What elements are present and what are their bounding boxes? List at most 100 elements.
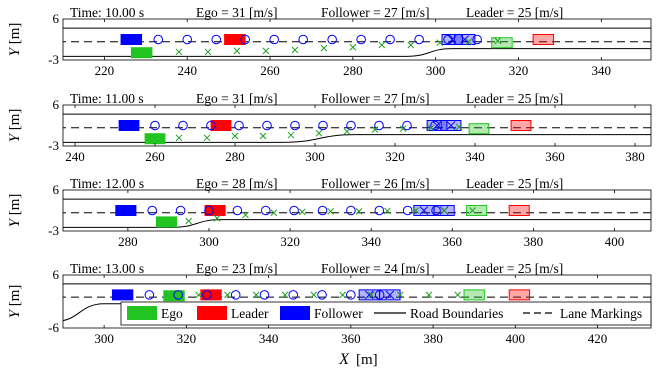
y-tick-label: -3 bbox=[48, 138, 59, 153]
legend-label-ego: Ego bbox=[161, 306, 183, 321]
follower-prediction-point bbox=[230, 290, 241, 300]
time-label: Time: 12.00 s bbox=[70, 176, 144, 191]
ego-prediction-point bbox=[298, 208, 306, 216]
ego-prediction-point bbox=[259, 132, 267, 140]
ego-prediction-point bbox=[204, 48, 212, 56]
x-tick-label: 280 bbox=[225, 149, 245, 164]
follower-prediction-point bbox=[346, 120, 356, 131]
ego-future-car bbox=[491, 37, 513, 49]
follower-prediction-point bbox=[269, 34, 279, 45]
follower-prediction-point bbox=[173, 290, 183, 300]
follower-car bbox=[120, 34, 143, 45]
ego-car bbox=[155, 216, 177, 228]
legend-label-leader: Leader bbox=[231, 306, 269, 321]
follower-future-cross bbox=[432, 121, 442, 130]
y-tick-label: 6 bbox=[53, 267, 60, 282]
x-tick-label: 340 bbox=[465, 149, 485, 164]
leader-speed-label: Leader = 25 [m/s] bbox=[466, 5, 563, 20]
ego-prediction-point bbox=[355, 208, 363, 215]
follower-prediction-point bbox=[472, 34, 482, 45]
follower-prediction-point bbox=[288, 290, 299, 300]
follower-prediction-point bbox=[234, 120, 244, 131]
plot-area bbox=[63, 198, 651, 228]
y-tick-label: 6 bbox=[53, 182, 60, 197]
follower-speed-label: Follower = 27 [m/s] bbox=[321, 5, 429, 20]
follower-prediction-point bbox=[356, 34, 366, 45]
x-axis-unit: [m] bbox=[356, 352, 378, 368]
leader-car bbox=[224, 34, 246, 45]
legend-label-road: Road Boundaries bbox=[410, 306, 503, 321]
ego-prediction-point bbox=[213, 214, 221, 222]
ego-prediction-point bbox=[175, 48, 183, 56]
leader-car bbox=[204, 205, 226, 216]
ego-prediction-point bbox=[412, 207, 420, 214]
follower-prediction-point bbox=[346, 205, 356, 216]
ego-prediction-point bbox=[399, 125, 407, 133]
follower-prediction-point bbox=[430, 120, 440, 131]
ego-prediction-point bbox=[469, 207, 476, 214]
plot-area bbox=[63, 113, 651, 145]
ego-prediction-point bbox=[224, 291, 231, 299]
ego-prediction-point bbox=[252, 291, 260, 299]
ego-prediction-point bbox=[185, 217, 193, 225]
follower-speed-label: Follower = 26 [m/s] bbox=[321, 176, 429, 191]
follower-future-cross bbox=[446, 121, 456, 130]
follower-prediction-point bbox=[414, 34, 424, 45]
follower-prediction-point bbox=[290, 120, 300, 131]
ego-car bbox=[144, 133, 166, 145]
follower-future-cross bbox=[385, 290, 395, 300]
follower-prediction-point bbox=[175, 205, 186, 216]
x-tick-label: 280 bbox=[118, 234, 138, 249]
ego-future-car bbox=[468, 123, 490, 135]
plot-area bbox=[63, 283, 651, 322]
follower-prediction-point bbox=[262, 120, 272, 131]
legend-swatch-leader bbox=[197, 306, 227, 320]
ego-prediction-point bbox=[270, 209, 278, 217]
x-tick-label: 380 bbox=[625, 149, 645, 164]
follower-prediction-point bbox=[206, 120, 216, 131]
ego-prediction-point bbox=[427, 124, 435, 132]
x-tick-label: 320 bbox=[177, 331, 197, 346]
x-tick-label: 380 bbox=[524, 234, 544, 249]
ego-prediction-point bbox=[425, 291, 433, 299]
x-tick-label: 360 bbox=[545, 149, 565, 164]
follower-speed-label: Follower = 27 [m/s] bbox=[321, 91, 429, 106]
follower-car bbox=[115, 205, 137, 216]
ego-prediction-point bbox=[343, 128, 351, 135]
panels: 220 240 260 280 300 320 340 6 -3 Y [m] Time: 10.00… bbox=[7, 5, 652, 346]
x-tick-label: 300 bbox=[305, 149, 325, 164]
follower-prediction-point bbox=[182, 34, 193, 45]
x-tick-label: 360 bbox=[341, 331, 361, 346]
follower-prediction-point bbox=[150, 120, 160, 131]
ego-prediction-point bbox=[440, 207, 448, 214]
time-label: Time: 11.00 s bbox=[70, 91, 144, 106]
follower-prediction-point bbox=[327, 34, 337, 45]
leader-future-car bbox=[510, 120, 532, 131]
follower-prediction-point bbox=[259, 290, 270, 300]
ego-prediction-point bbox=[310, 291, 318, 299]
follower-future-cross bbox=[365, 290, 374, 300]
leader-speed-label: Leader = 25 [m/s] bbox=[466, 261, 563, 276]
ego-prediction-point bbox=[203, 134, 211, 142]
road-boundary-bottom bbox=[63, 219, 651, 228]
follower-prediction-point bbox=[204, 205, 214, 216]
y-axis-label: Y [m] bbox=[7, 194, 23, 228]
x-tick-label: 260 bbox=[145, 149, 165, 164]
x-tick-label: 360 bbox=[443, 234, 463, 249]
follower-prediction-point bbox=[144, 290, 155, 300]
follower-prediction-point bbox=[211, 34, 222, 45]
ego-prediction-point bbox=[262, 47, 270, 55]
ego-speed-label: Ego = 28 [m/s] bbox=[196, 176, 277, 191]
ego-speed-label: Ego = 31 [m/s] bbox=[196, 91, 277, 106]
road-boundary-bottom bbox=[63, 134, 651, 143]
follower-prediction-point bbox=[202, 290, 212, 300]
time-label: Time: 10.00 s bbox=[70, 5, 144, 20]
axes-frame bbox=[62, 189, 652, 232]
ego-prediction-point bbox=[315, 129, 323, 137]
road-boundary-bottom bbox=[63, 303, 651, 322]
ego-prediction-point bbox=[371, 126, 379, 133]
x-tick-label: 380 bbox=[423, 331, 443, 346]
follower-prediction-point bbox=[318, 120, 328, 131]
ego-speed-label: Ego = 23 [m/s] bbox=[196, 261, 277, 276]
